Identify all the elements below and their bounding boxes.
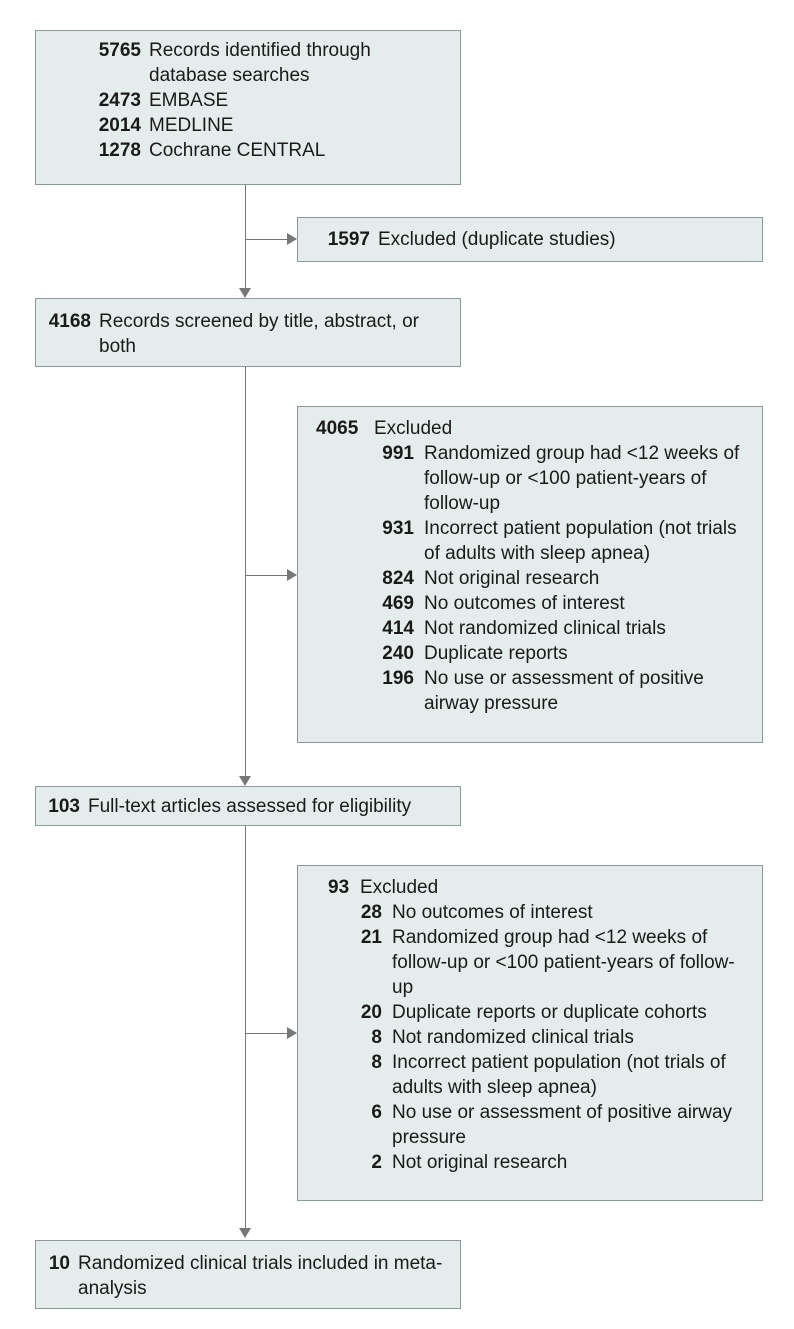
arrow-to-excluded1 [287,569,297,581]
arrow-to-duplicates [287,233,297,245]
arrow-to-screened [239,288,251,298]
reason-count: 469 [382,593,414,614]
reason-label: Incorrect patient population (not trials… [424,518,737,564]
reason-label: No use or assessment of positive airway … [392,1102,733,1148]
reason-label: No use or assessment of positive airway … [424,668,704,714]
fulltext-label: Full-text articles assessed for eligibil… [88,796,412,817]
exclusion-reason: 8 Incorrect patient population (not tria… [308,1050,752,1100]
reason-count: 414 [382,618,414,639]
reason-label: Randomized group had <12 weeks of follow… [392,927,735,998]
excluded-fulltext-box: 93 Excluded 28 No outcomes of interest 2… [297,865,763,1201]
arrow-to-excluded2 [287,1027,297,1039]
source-count: 2473 [98,90,141,111]
exclusion-reason: 196 No use or assessment of positive air… [308,666,752,716]
reason-label: No outcomes of interest [392,902,593,923]
reason-count: 20 [360,1002,382,1023]
duplicates-box: 1597 Excluded (duplicate studies) [297,217,763,262]
reason-label: Duplicate reports or duplicate cohorts [392,1002,707,1023]
exclusion-reason: 6 No use or assessment of positive airwa… [308,1100,752,1150]
branch-to-excluded2 [245,1033,287,1034]
duplicates-row: 1597 Excluded (duplicate studies) [308,227,752,252]
identified-total-row: 5765 Records identified through database… [46,38,450,88]
reason-label: Randomized group had <12 weeks of follow… [424,443,740,514]
reason-count: 196 [382,668,414,689]
source-row: 2473 EMBASE [46,88,450,113]
fulltext-count: 103 [48,796,80,817]
identified-label: Records identified through database sear… [149,40,371,86]
reason-label: Not original research [424,568,600,589]
source-label: MEDLINE [149,115,234,136]
duplicates-label: Excluded (duplicate studies) [378,229,616,250]
reason-count: 240 [382,643,414,664]
identified-box: 5765 Records identified through database… [35,30,461,185]
excluded-screening-count: 4065 [316,418,359,439]
source-label: EMBASE [149,90,229,111]
exclusion-reason: 21 Randomized group had <12 weeks of fol… [308,925,752,1000]
exclusion-reason: 8 Not randomized clinical trials [308,1025,752,1050]
fulltext-row: 103 Full-text articles assessed for elig… [46,794,450,819]
exclusion-reason: 824 Not original research [308,566,752,591]
exclusion-reason: 991 Randomized group had <12 weeks of fo… [308,441,752,516]
reason-count: 8 [371,1027,382,1048]
exclusion-reason: 240 Duplicate reports [308,641,752,666]
exclusion-reason: 20 Duplicate reports or duplicate cohort… [308,1000,752,1025]
reason-count: 6 [371,1102,382,1123]
reason-count: 21 [360,927,382,948]
excluded-screening-label: Excluded [374,418,453,439]
reason-label: Not randomized clinical trials [392,1027,634,1048]
duplicates-count: 1597 [327,229,370,250]
exclusion-reason: 931 Incorrect patient population (not tr… [308,516,752,566]
identified-count: 5765 [98,40,141,61]
exclusion-reason: 469 No outcomes of interest [308,591,752,616]
main-flow-line-3 [245,826,246,1235]
reason-label: Duplicate reports [424,643,568,664]
screened-label: Records screened by title, abstract, or … [99,311,419,357]
excluded-screening-box: 4065 Excluded 991 Randomized group had <… [297,406,763,743]
reason-count: 991 [382,443,414,464]
source-count: 2014 [98,115,141,136]
branch-to-excluded1 [245,575,287,576]
excluded-fulltext-label: Excluded [360,877,439,898]
exclusion-reason: 2 Not original research [308,1150,752,1175]
exclusion-reason: 28 No outcomes of interest [308,900,752,925]
screened-row: 4168 Records screened by title, abstract… [46,309,450,359]
screened-count: 4168 [48,311,91,332]
exclusion-reason: 414 Not randomized clinical trials [308,616,752,641]
included-row: 10 Randomized clinical trials included i… [46,1251,450,1301]
included-label: Randomized clinical trials included in m… [78,1253,443,1299]
reason-count: 931 [382,518,414,539]
source-row: 1278 Cochrane CENTRAL [46,138,450,163]
source-row: 2014 MEDLINE [46,113,450,138]
reason-count: 2 [371,1152,382,1173]
arrow-to-fulltext [239,776,251,786]
reason-count: 8 [371,1052,382,1073]
reason-label: Not randomized clinical trials [424,618,666,639]
reason-count: 28 [360,902,382,923]
reason-label: Not original research [392,1152,568,1173]
excluded-fulltext-header: 93 Excluded [328,875,752,900]
excluded-fulltext-count: 93 [328,877,350,898]
main-flow-line [245,185,246,295]
reason-count: 824 [382,568,414,589]
included-count: 10 [48,1253,70,1274]
source-count: 1278 [98,140,141,161]
reason-label: Incorrect patient population (not trials… [392,1052,726,1098]
source-label: Cochrane CENTRAL [149,140,326,161]
screened-box: 4168 Records screened by title, abstract… [35,298,461,367]
fulltext-box: 103 Full-text articles assessed for elig… [35,786,461,826]
reason-label: No outcomes of interest [424,593,625,614]
arrow-to-included [239,1228,251,1238]
included-box: 10 Randomized clinical trials included i… [35,1240,461,1309]
branch-to-duplicates [245,239,287,240]
excluded-screening-header: 4065 Excluded [316,416,752,441]
